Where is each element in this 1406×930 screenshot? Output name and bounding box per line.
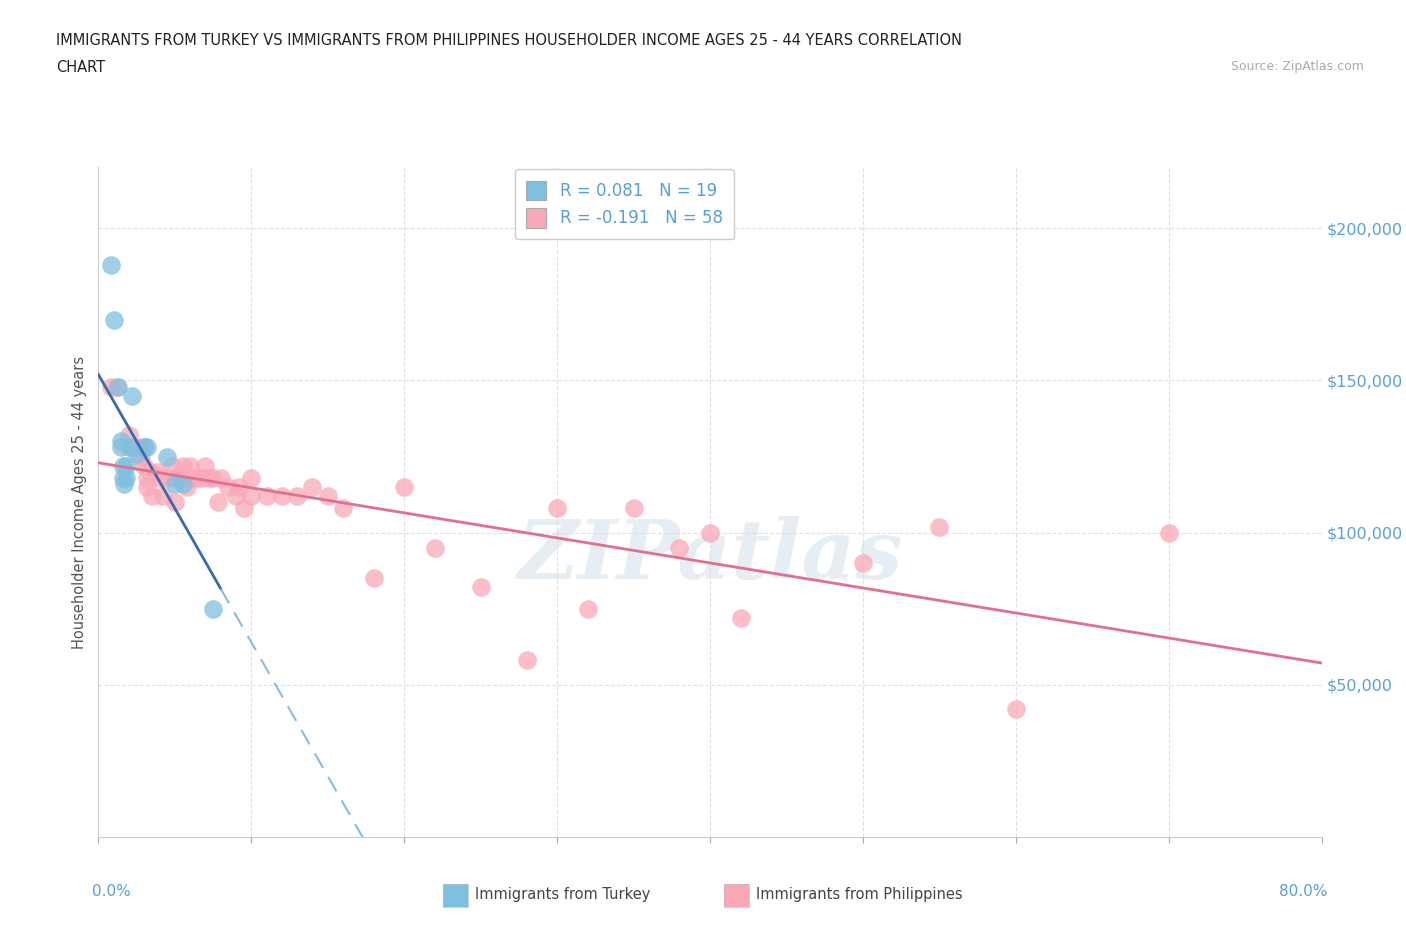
Text: Source: ZipAtlas.com: Source: ZipAtlas.com [1230, 60, 1364, 73]
Point [546, 501, 568, 516]
Text: CHART: CHART [56, 60, 105, 75]
Y-axis label: Householder Income Ages 25 - 44 years: Householder Income Ages 25 - 44 years [72, 355, 87, 649]
Point [100, 379, 122, 394]
Point [209, 471, 232, 485]
Point [136, 440, 159, 455]
Point [118, 428, 141, 443]
Text: ZIPatlas: ZIPatlas [517, 516, 903, 596]
Point [163, 471, 186, 485]
Point [121, 440, 143, 455]
Point [181, 471, 204, 485]
Point [699, 525, 721, 540]
Point [134, 440, 156, 455]
Text: IMMIGRANTS FROM TURKEY VS IMMIGRANTS FROM PHILIPPINES HOUSEHOLDER INCOME AGES 25: IMMIGRANTS FROM TURKEY VS IMMIGRANTS FRO… [56, 33, 962, 47]
Point [163, 476, 186, 491]
Point [134, 440, 156, 455]
Point [139, 464, 162, 479]
Point [240, 471, 263, 485]
Legend: R = 0.081   N = 19, R = -0.191   N = 58: R = 0.081 N = 19, R = -0.191 N = 58 [515, 169, 734, 239]
Point [1004, 702, 1026, 717]
Point [332, 501, 354, 516]
Point [270, 488, 292, 503]
Point [149, 471, 172, 485]
Point [134, 458, 156, 473]
Point [423, 540, 446, 555]
Point [156, 449, 179, 464]
Point [156, 471, 179, 485]
Point [129, 449, 152, 464]
Point [194, 458, 217, 473]
Point [115, 471, 138, 485]
Point [202, 471, 225, 485]
Point [225, 488, 247, 503]
Point [668, 540, 690, 555]
Point [107, 379, 129, 394]
Point [197, 471, 219, 485]
Point [136, 471, 159, 485]
Point [115, 458, 138, 473]
Point [111, 471, 134, 485]
Point [105, 379, 128, 394]
Point [125, 446, 148, 461]
Point [256, 488, 278, 503]
Point [110, 440, 132, 455]
Point [187, 471, 209, 485]
Point [470, 580, 492, 595]
Point [111, 458, 134, 473]
Point [852, 555, 875, 570]
Text: 0.0%: 0.0% [93, 884, 131, 899]
Point [172, 476, 194, 491]
Text: 80.0%: 80.0% [1279, 884, 1327, 899]
Point [141, 488, 163, 503]
Point [179, 458, 201, 473]
Point [285, 488, 308, 503]
Point [103, 312, 125, 327]
Point [232, 501, 254, 516]
Point [1157, 525, 1180, 540]
Point [145, 464, 167, 479]
Point [202, 602, 225, 617]
Point [730, 610, 752, 625]
Point [363, 571, 385, 586]
Point [100, 258, 122, 272]
Point [217, 480, 239, 495]
Point [110, 434, 132, 449]
Point [118, 440, 141, 455]
Point [112, 476, 135, 491]
Point [191, 471, 214, 485]
Point [392, 480, 416, 495]
Point [228, 480, 250, 495]
Text: Immigrants from Turkey: Immigrants from Turkey [475, 887, 651, 902]
Point [623, 501, 645, 516]
Point [152, 488, 174, 503]
Text: Immigrants from Philippines: Immigrants from Philippines [756, 887, 963, 902]
Point [176, 480, 198, 495]
Point [136, 480, 159, 495]
Point [576, 602, 599, 617]
Point [240, 488, 263, 503]
Point [172, 458, 194, 473]
Point [207, 495, 229, 510]
Point [163, 495, 186, 510]
Point [160, 458, 183, 473]
Point [125, 440, 148, 455]
Point [316, 488, 339, 503]
Point [167, 471, 190, 485]
Point [301, 480, 323, 495]
Point [928, 519, 950, 534]
Point [516, 653, 538, 668]
Point [121, 388, 143, 403]
